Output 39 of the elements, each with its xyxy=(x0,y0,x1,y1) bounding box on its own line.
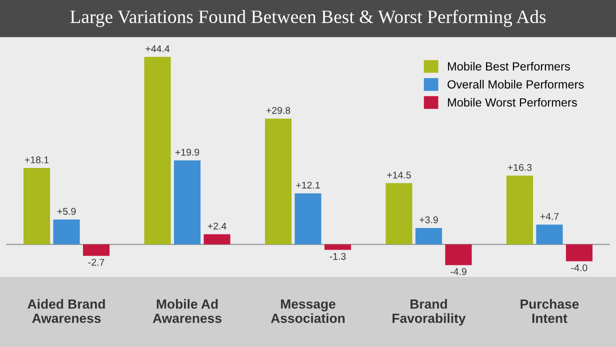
data-label: +12.1 xyxy=(296,182,320,189)
data-label: -2.7 xyxy=(88,258,104,266)
bar xyxy=(506,176,534,244)
data-label: +18.1 xyxy=(24,156,49,164)
x-tick-label: Brand Favorability xyxy=(392,299,466,326)
bar xyxy=(264,118,292,244)
data-label: +5.9 xyxy=(57,208,76,215)
data-label: -1.3 xyxy=(330,252,346,260)
legend-label: Overall Mobile Performers xyxy=(448,80,584,89)
x-tick-label: Aided Brand Awareness xyxy=(28,299,105,323)
bar xyxy=(24,168,50,244)
data-label: +16.3 xyxy=(508,164,532,171)
legend-label: Mobile Best Performers xyxy=(448,62,570,71)
data-label: +44.4 xyxy=(146,45,170,52)
data-label: +3.9 xyxy=(420,216,438,224)
bar xyxy=(566,244,592,262)
bar xyxy=(82,244,110,256)
bar xyxy=(144,56,171,244)
x-tick-label: Message Association xyxy=(270,299,345,323)
bar xyxy=(174,160,201,244)
bar xyxy=(204,234,230,244)
bar xyxy=(53,220,80,244)
bar xyxy=(324,244,352,250)
bar xyxy=(294,193,322,244)
chart-title: Large Variations Found Between Best & Worst Performing Ads xyxy=(70,10,546,28)
data-label: +19.9 xyxy=(175,148,200,156)
data-label: +2.4 xyxy=(208,222,226,230)
x-tick-label: Purchase Intent xyxy=(520,299,579,323)
data-label: +14.5 xyxy=(387,172,411,178)
data-label: +29.8 xyxy=(266,106,290,114)
bar xyxy=(536,224,563,244)
bar xyxy=(445,244,472,266)
data-label: -4.0 xyxy=(571,264,588,272)
legend-label: Mobile Worst Performers xyxy=(448,98,577,107)
x-tick-label: Mobile Ad Awareness xyxy=(152,299,222,323)
bar xyxy=(386,183,412,244)
bar xyxy=(415,228,442,244)
data-label: -4.9 xyxy=(450,268,466,276)
data-label: +4.7 xyxy=(540,213,559,220)
